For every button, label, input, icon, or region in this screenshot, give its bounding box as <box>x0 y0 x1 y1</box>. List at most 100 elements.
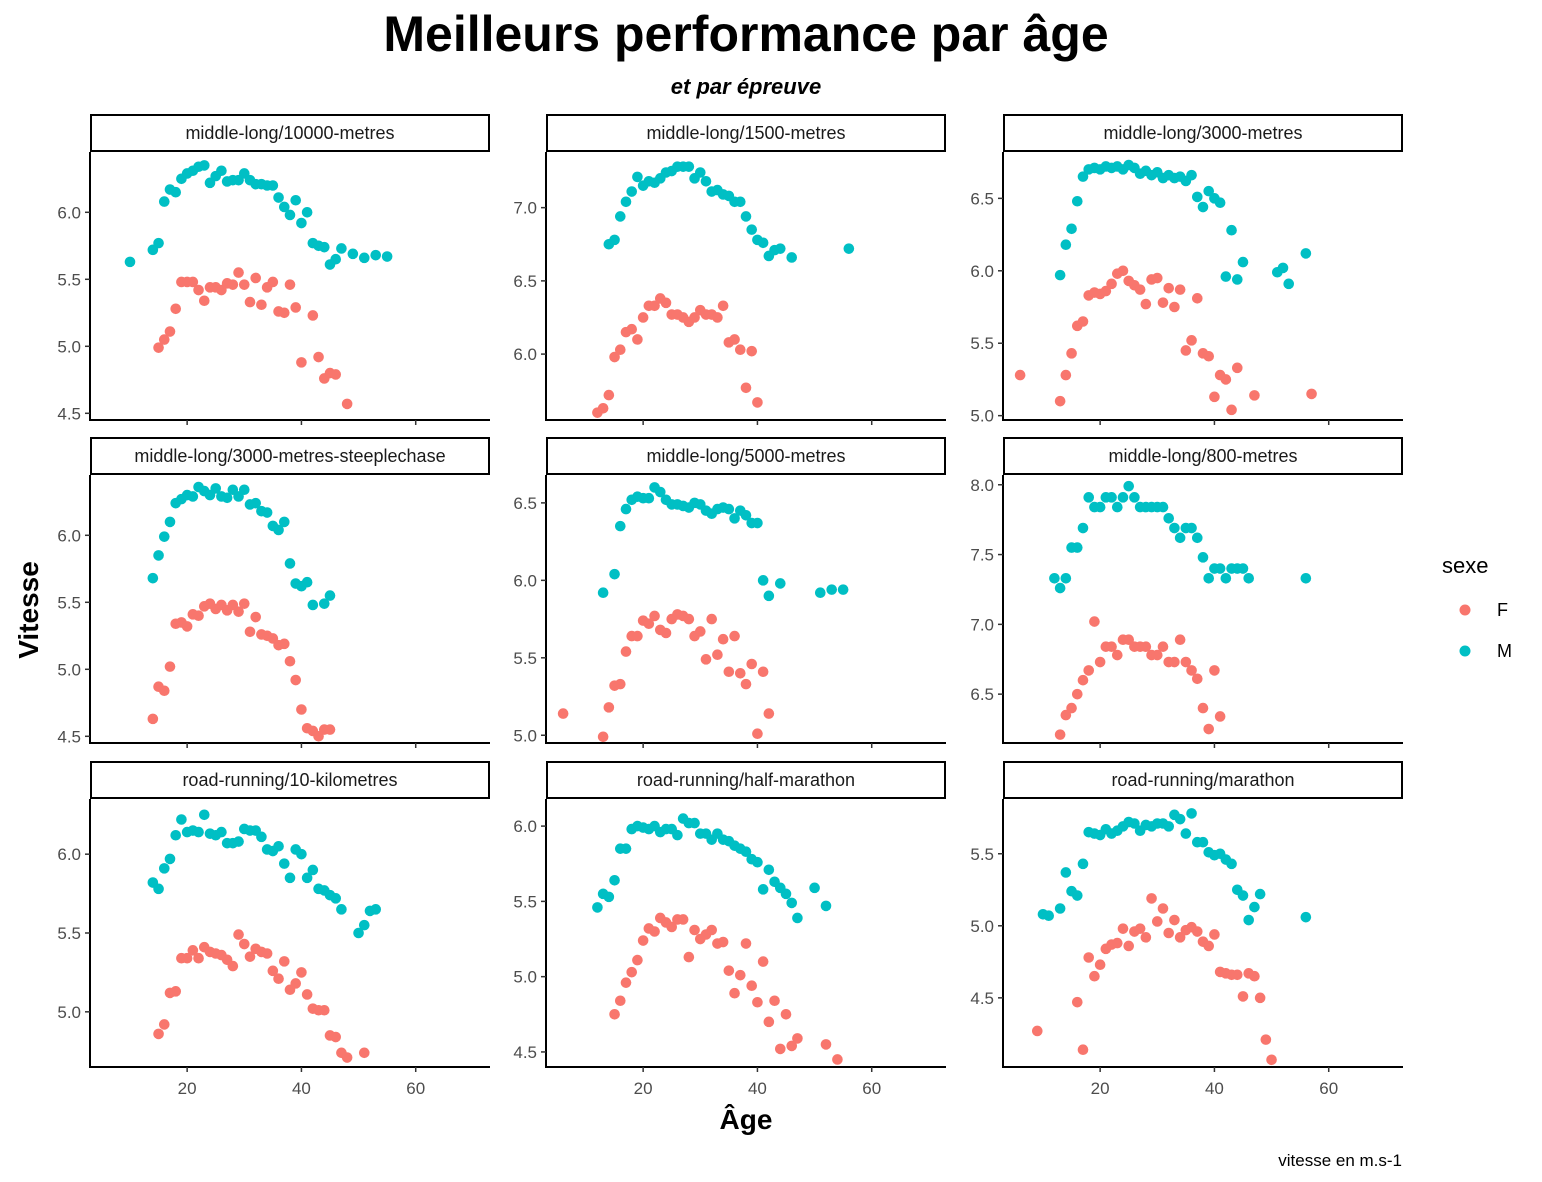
data-point-f <box>649 610 660 622</box>
data-point-m <box>1186 522 1197 534</box>
data-point-m <box>814 587 826 599</box>
y-tick-label: 4.5 <box>57 727 81 746</box>
data-point-m <box>1214 197 1226 209</box>
data-point-m <box>723 503 735 515</box>
data-point-m <box>632 171 643 183</box>
data-point-f <box>1014 369 1026 381</box>
data-point-f <box>792 1033 803 1044</box>
data-point-f <box>193 610 204 621</box>
data-point-m <box>1071 890 1083 901</box>
data-point-f <box>296 967 307 978</box>
y-tick-label: 6.5 <box>970 685 994 704</box>
data-point-f <box>706 613 718 625</box>
data-point-m <box>1214 563 1226 574</box>
y-tick-label: 6.0 <box>513 345 537 364</box>
data-point-f <box>609 1009 620 1020</box>
data-point-m <box>740 846 752 857</box>
data-point-m <box>170 829 182 841</box>
data-point-f <box>694 626 706 637</box>
data-point-f <box>1106 278 1117 290</box>
data-point-m <box>1300 572 1312 584</box>
data-point-m <box>1157 501 1169 513</box>
data-point-f <box>1174 932 1186 943</box>
data-point-m <box>1054 903 1066 914</box>
facet-strip-label: middle-long/3000-metres-steeplechase <box>134 446 445 466</box>
data-point-f <box>1083 665 1095 676</box>
data-point-f <box>1100 285 1112 297</box>
data-point-f <box>1249 390 1260 401</box>
data-point-m <box>278 858 290 869</box>
data-point-f <box>244 951 256 962</box>
data-point-m <box>792 912 803 924</box>
y-tick-label: 7.5 <box>970 546 994 565</box>
legend-title: sexe <box>1442 553 1488 578</box>
data-point-m <box>1077 522 1089 534</box>
data-point-f <box>1094 656 1106 668</box>
data-point-f <box>1077 1044 1089 1056</box>
data-point-f <box>273 973 284 985</box>
data-point-m <box>1094 501 1106 513</box>
data-point-m <box>1071 542 1083 553</box>
x-tick-label: 20 <box>1091 1079 1110 1098</box>
data-point-m <box>250 497 262 509</box>
data-point-f <box>1191 673 1203 685</box>
data-point-f <box>1231 362 1243 374</box>
data-point-f <box>267 965 279 977</box>
data-point-m <box>1129 492 1140 503</box>
data-point-f <box>330 369 342 380</box>
data-point-m <box>307 599 319 611</box>
data-point-m <box>1243 914 1255 926</box>
data-point-f <box>1066 348 1077 359</box>
data-point-m <box>1231 274 1243 285</box>
data-point-f <box>1209 391 1220 403</box>
data-point-m <box>1197 552 1209 563</box>
data-point-f <box>1169 301 1180 313</box>
data-point-f <box>1089 970 1100 982</box>
data-point-f <box>769 995 780 1007</box>
data-point-f <box>1174 284 1186 295</box>
facet-strip-label: road-running/10-kilometres <box>182 770 397 790</box>
data-point-m <box>1254 888 1266 900</box>
data-point-f <box>1117 265 1129 277</box>
data-point-f <box>820 1039 832 1050</box>
data-point-m <box>1220 271 1232 282</box>
y-tick-label: 5.0 <box>57 1003 81 1022</box>
data-point-f <box>290 674 302 686</box>
data-point-m <box>820 900 832 912</box>
data-point-f <box>1209 665 1220 676</box>
data-point-m <box>1129 818 1140 829</box>
data-point-m <box>1283 278 1295 290</box>
data-point-f <box>689 312 700 323</box>
data-point-m <box>330 253 342 265</box>
data-point-f <box>1260 1034 1272 1045</box>
data-point-m <box>296 848 307 860</box>
data-point-f <box>1123 634 1135 646</box>
data-point-f <box>706 924 718 936</box>
data-point-f <box>1157 641 1169 652</box>
data-point-f <box>666 921 678 933</box>
data-point-f <box>757 666 769 678</box>
data-point-f <box>358 1047 370 1059</box>
data-point-f <box>637 935 649 946</box>
data-point-f <box>632 334 643 345</box>
data-point-m <box>620 196 632 208</box>
data-point-m <box>1237 890 1249 901</box>
y-tick-label: 6.0 <box>970 262 994 281</box>
data-point-m <box>654 486 666 498</box>
data-point-m <box>216 165 227 177</box>
data-point-f <box>614 678 626 690</box>
data-point-m <box>318 241 330 253</box>
data-point-f <box>1071 996 1083 1008</box>
data-point-f <box>734 344 746 356</box>
data-point-m <box>301 207 313 218</box>
data-point-m <box>336 243 347 254</box>
data-point-f <box>1191 926 1203 937</box>
data-point-f <box>1111 937 1123 949</box>
data-point-f <box>717 936 729 948</box>
data-point-f <box>1031 1025 1043 1037</box>
data-point-m <box>1083 492 1095 503</box>
facet-strip <box>90 437 490 475</box>
data-point-f <box>233 267 244 278</box>
data-point-m <box>1174 813 1186 825</box>
data-point-f <box>1169 914 1180 926</box>
